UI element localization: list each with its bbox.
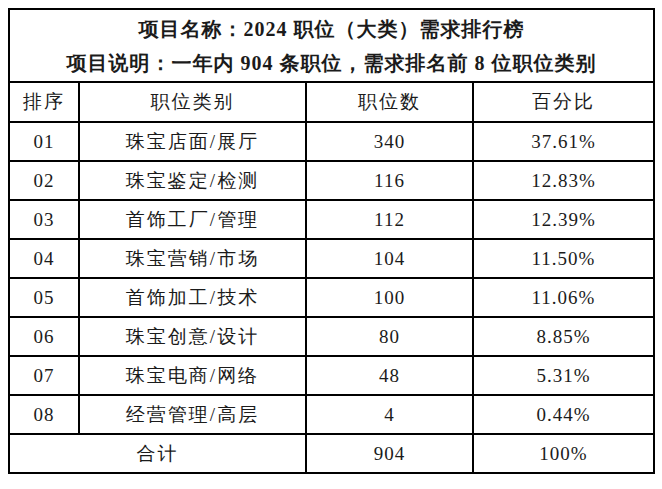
rank-cell: 07 [9, 356, 79, 395]
rank-cell: 05 [9, 278, 79, 317]
table-subtitle: 项目说明：一年内 904 条职位，需求排名前 8 位职位类别 [10, 46, 653, 80]
rank-cell: 08 [9, 395, 79, 434]
count-cell: 116 [306, 161, 473, 200]
rank-cell: 03 [9, 200, 79, 239]
col-header-rank: 排序 [9, 82, 79, 122]
rank-cell: 01 [9, 122, 79, 161]
rank-cell: 04 [9, 239, 79, 278]
col-header-percent: 百分比 [473, 82, 654, 122]
table-row: 03 首饰工厂/管理 112 12.39% [9, 200, 654, 239]
percent-cell: 5.31% [473, 356, 654, 395]
category-cell: 珠宝电商/网络 [79, 356, 306, 395]
percent-cell: 0.44% [473, 395, 654, 434]
total-count-cell: 904 [306, 434, 473, 473]
category-cell: 珠宝店面/展厅 [79, 122, 306, 161]
category-cell: 珠宝营销/市场 [79, 239, 306, 278]
total-row: 合计 904 100% [9, 434, 654, 473]
percent-cell: 11.50% [473, 239, 654, 278]
total-percent-cell: 100% [473, 434, 654, 473]
category-cell: 首饰工厂/管理 [79, 200, 306, 239]
category-cell: 经营管理/高层 [79, 395, 306, 434]
column-header-row: 排序 职位类别 职位数 百分比 [9, 82, 654, 122]
table-row: 08 经营管理/高层 4 0.44% [9, 395, 654, 434]
percent-cell: 12.83% [473, 161, 654, 200]
percent-cell: 11.06% [473, 278, 654, 317]
table-row: 05 首饰加工/技术 100 11.06% [9, 278, 654, 317]
document-page: 项目名称：2024 职位（大类）需求排行榜 项目说明：一年内 904 条职位，需… [0, 0, 662, 489]
percent-cell: 12.39% [473, 200, 654, 239]
table-title-cell: 项目名称：2024 职位（大类）需求排行榜 项目说明：一年内 904 条职位，需… [9, 9, 654, 82]
table-title: 项目名称：2024 职位（大类）需求排行榜 [10, 12, 653, 46]
table-row: 06 珠宝创意/设计 80 8.85% [9, 317, 654, 356]
count-cell: 80 [306, 317, 473, 356]
count-cell: 100 [306, 278, 473, 317]
col-header-category: 职位类别 [79, 82, 306, 122]
category-cell: 珠宝鉴定/检测 [79, 161, 306, 200]
count-cell: 4 [306, 395, 473, 434]
count-cell: 340 [306, 122, 473, 161]
col-header-count: 职位数 [306, 82, 473, 122]
count-cell: 112 [306, 200, 473, 239]
rank-cell: 06 [9, 317, 79, 356]
count-cell: 48 [306, 356, 473, 395]
table-row: 02 珠宝鉴定/检测 116 12.83% [9, 161, 654, 200]
percent-cell: 37.61% [473, 122, 654, 161]
total-label-cell: 合计 [9, 434, 306, 473]
job-demand-ranking-table: 项目名称：2024 职位（大类）需求排行榜 项目说明：一年内 904 条职位，需… [8, 8, 655, 474]
table-row: 04 珠宝营销/市场 104 11.50% [9, 239, 654, 278]
count-cell: 104 [306, 239, 473, 278]
table-row: 01 珠宝店面/展厅 340 37.61% [9, 122, 654, 161]
rank-cell: 02 [9, 161, 79, 200]
table-row: 07 珠宝电商/网络 48 5.31% [9, 356, 654, 395]
category-cell: 珠宝创意/设计 [79, 317, 306, 356]
category-cell: 首饰加工/技术 [79, 278, 306, 317]
percent-cell: 8.85% [473, 317, 654, 356]
table-header-row: 项目名称：2024 职位（大类）需求排行榜 项目说明：一年内 904 条职位，需… [9, 9, 654, 82]
